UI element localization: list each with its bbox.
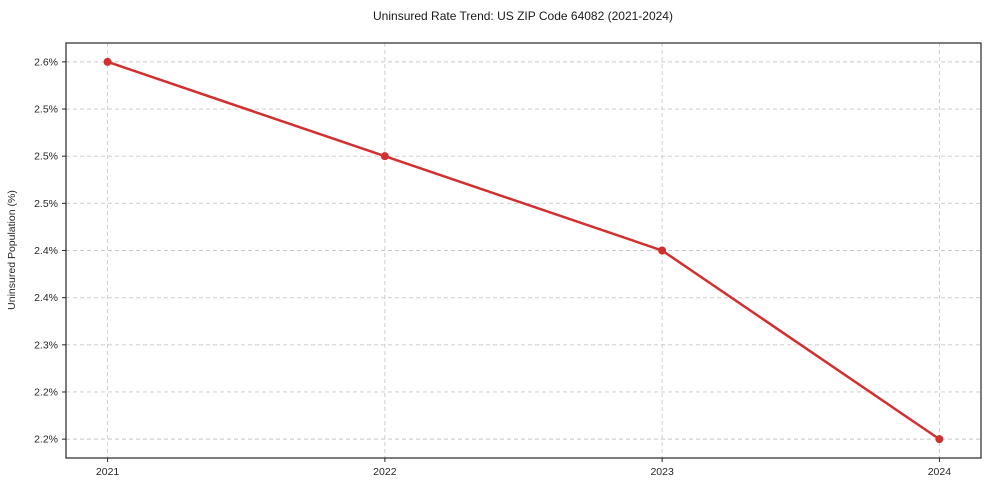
x-tick-label: 2023 <box>650 466 674 478</box>
y-tick-label: 2.2% <box>34 386 58 398</box>
y-tick-label: 2.6% <box>34 56 58 68</box>
data-point-marker <box>658 246 667 255</box>
x-tick-label: 2024 <box>928 466 952 478</box>
y-tick-label: 2.4% <box>34 245 58 257</box>
chart-title: Uninsured Rate Trend: US ZIP Code 64082 … <box>373 9 673 23</box>
data-point-marker <box>935 435 944 444</box>
x-tick-label: 2022 <box>373 466 397 478</box>
y-tick-label: 2.3% <box>34 339 58 351</box>
data-point-marker <box>103 57 112 66</box>
trend-line <box>106 60 941 441</box>
y-tick-label: 2.5% <box>34 104 58 116</box>
y-tick-label: 2.5% <box>34 198 58 210</box>
data-point-marker <box>380 152 389 161</box>
y-tick-label: 2.2% <box>34 434 58 446</box>
y-tick-label: 2.5% <box>34 151 58 163</box>
y-tick-label: 2.4% <box>34 292 58 304</box>
x-tick-label: 2021 <box>96 466 120 478</box>
